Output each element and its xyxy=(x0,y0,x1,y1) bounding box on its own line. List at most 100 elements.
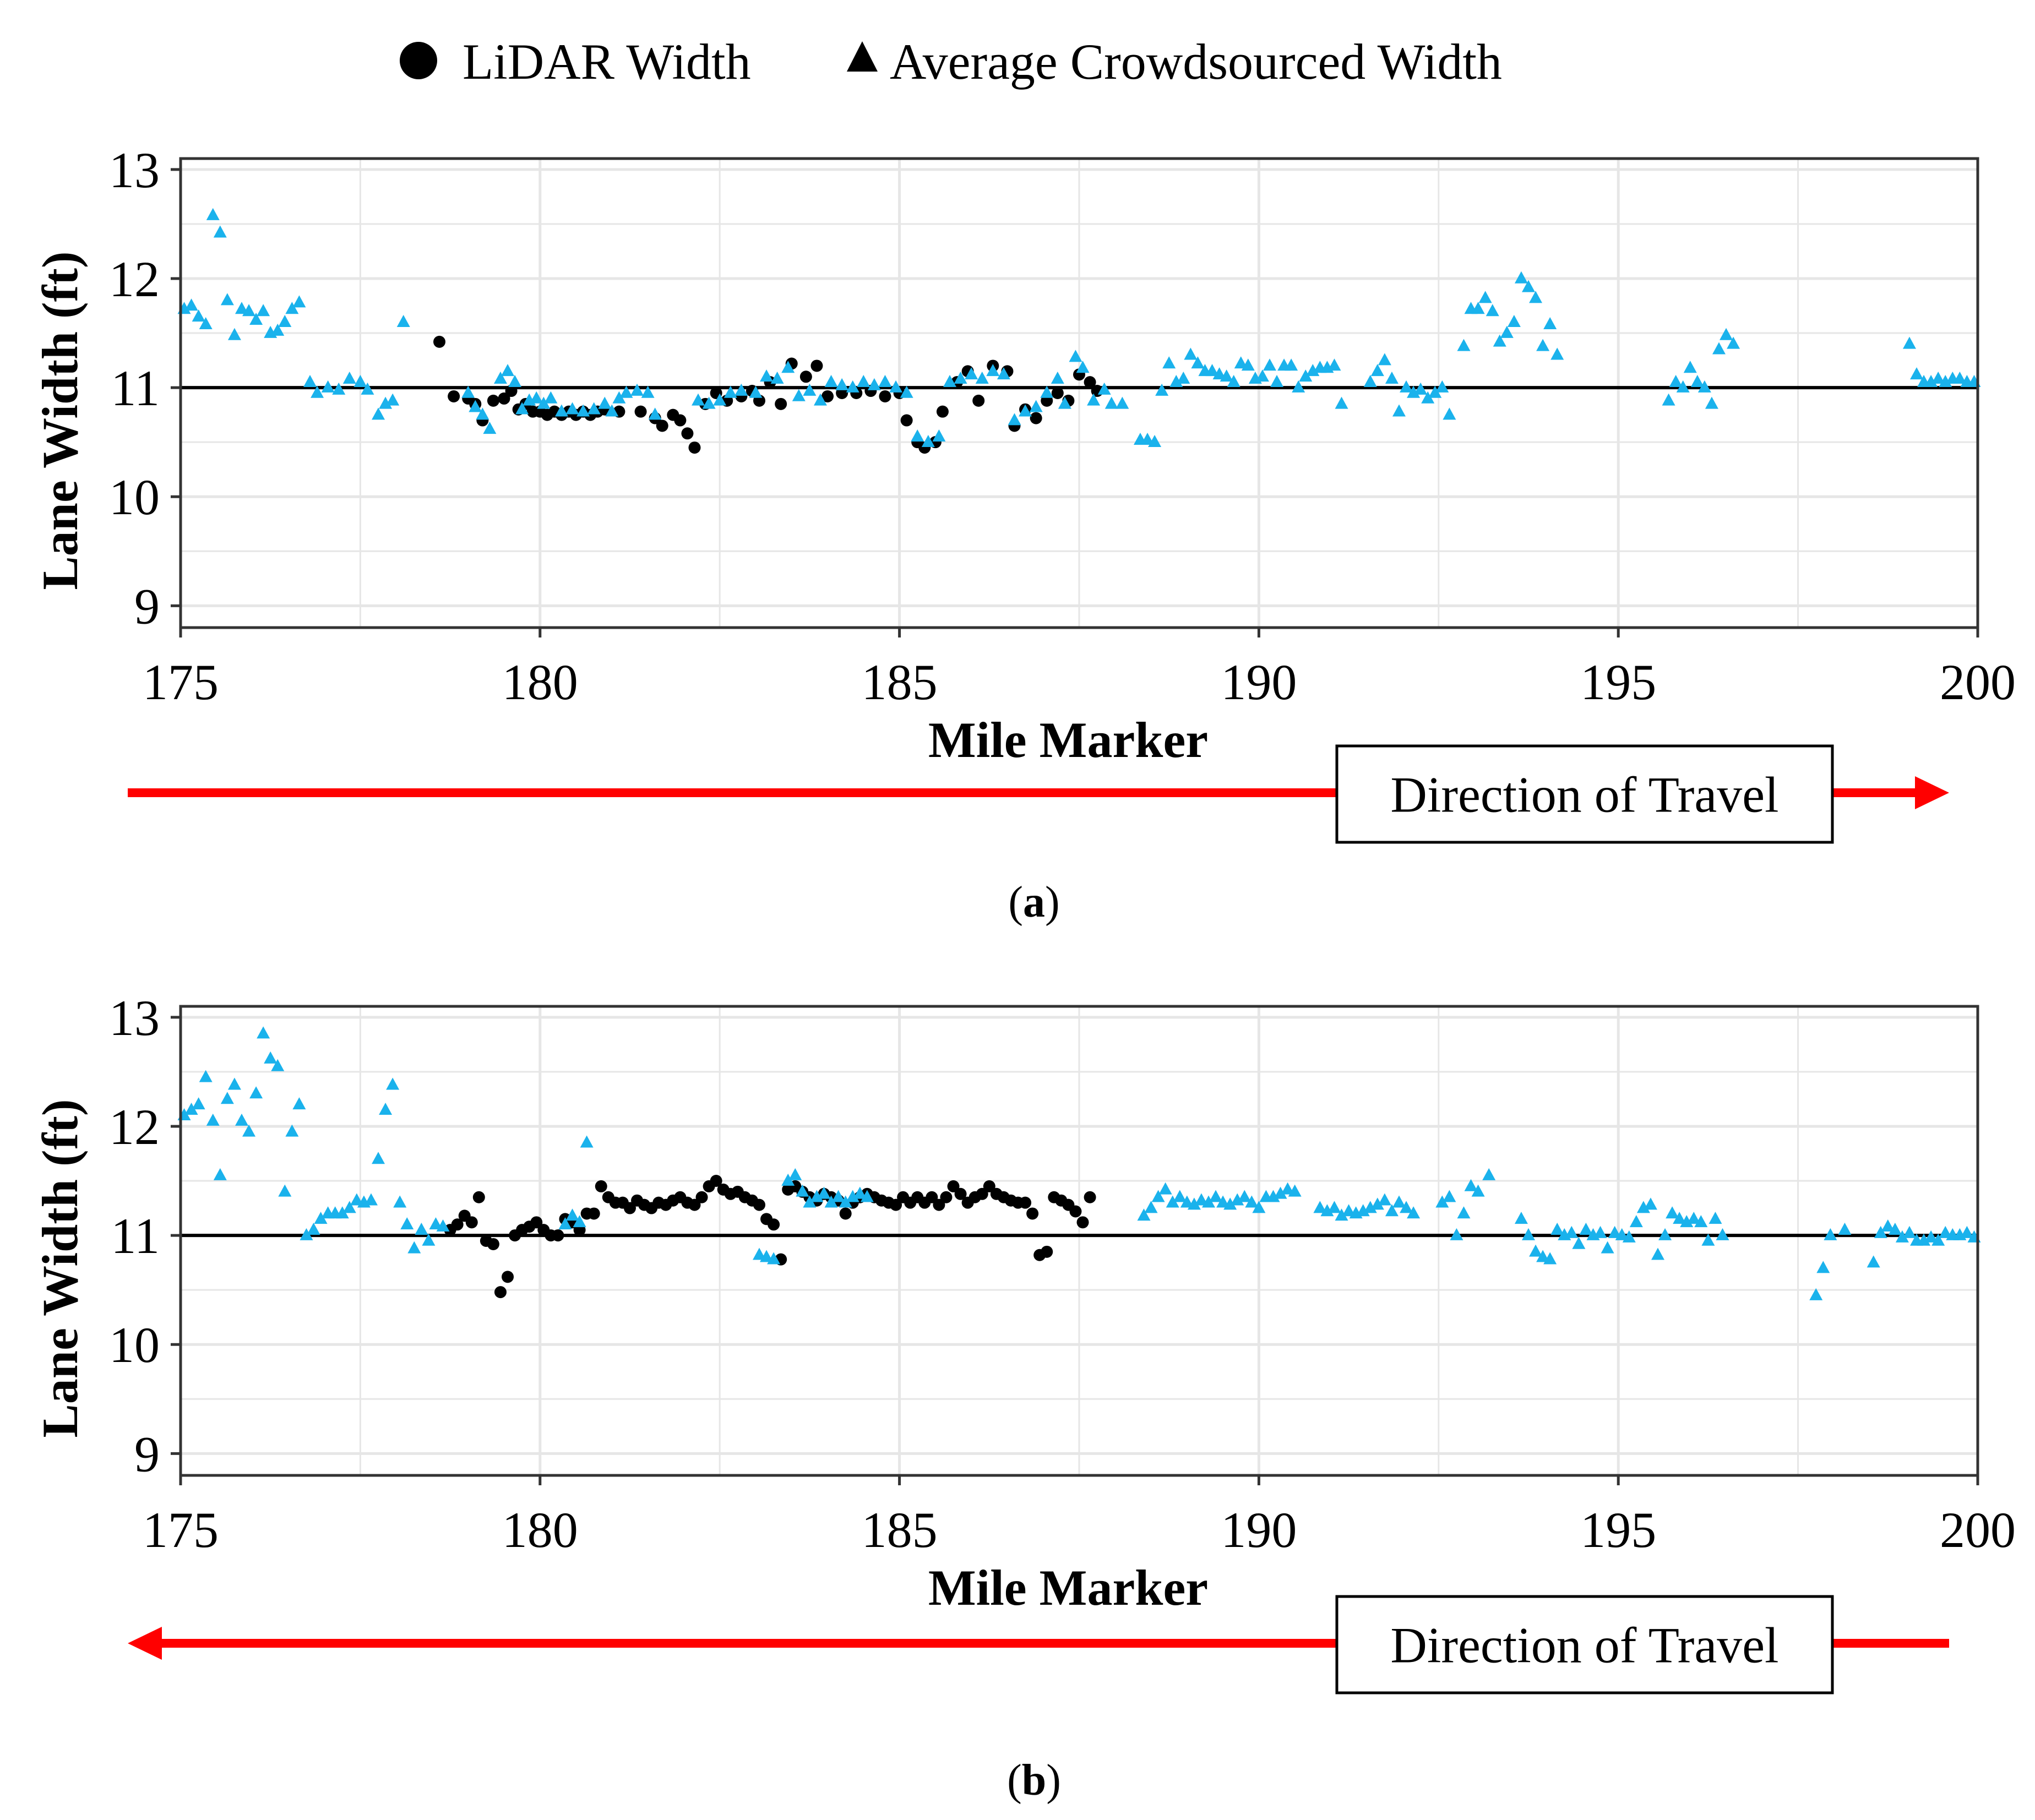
panel-b-crowd-point xyxy=(1450,1228,1463,1240)
panel-b-crowd-point xyxy=(1202,1195,1216,1208)
panel-a-crowd-point xyxy=(954,372,967,384)
panel-a-crowd-point xyxy=(1116,396,1129,409)
panel-b-crowd-point xyxy=(1888,1222,1902,1235)
panel-a-crowd-points xyxy=(177,208,1981,447)
panel-b-crowd-point xyxy=(1687,1212,1701,1224)
panel-a-crowd-point xyxy=(184,298,198,311)
panel-a-crowd-point xyxy=(285,302,299,314)
panel-a-crowd-point xyxy=(220,293,234,306)
panel-a-crowd-point xyxy=(587,402,601,415)
panel-a-crowd-point xyxy=(911,429,924,442)
panel-a-lidar-point xyxy=(498,392,510,405)
panel-b-crowd-point xyxy=(199,1070,213,1082)
panel-b-crowd-point xyxy=(1320,1204,1334,1217)
panel-a-x-tick-label: 200 xyxy=(1940,654,2016,710)
panel-b-crowd-point xyxy=(1651,1247,1665,1260)
panel-b-lidar-point xyxy=(472,1191,485,1203)
panel-a-crowd-point xyxy=(321,380,335,393)
panel-b-x-tick-label: 195 xyxy=(1580,1502,1656,1558)
panel-a-crowd-point xyxy=(734,383,748,396)
panel-b-crowd-point xyxy=(1482,1168,1496,1180)
panel-b-crowd-point xyxy=(1274,1186,1287,1199)
panel-b-crowd-point xyxy=(1158,1182,1172,1195)
panel-a-crowd-point xyxy=(1939,374,1952,387)
panel-b-crowd-point xyxy=(767,1252,781,1265)
panel-a-lidar-point xyxy=(799,370,812,383)
panel-b-lidar-point xyxy=(768,1218,780,1231)
panel-b-plot-border xyxy=(179,1005,1979,1477)
panel-b-crowd-point xyxy=(1529,1244,1543,1257)
panel-a-y-tick-label: 9 xyxy=(134,578,160,634)
panel-a-crowd-point xyxy=(379,396,393,409)
panel-a-crowd-point xyxy=(1097,382,1111,395)
panel-b-crowd-point xyxy=(853,1186,867,1199)
panel-b-crowd-point xyxy=(1666,1206,1679,1219)
panel-a-y-tick-label: 10 xyxy=(109,469,160,525)
panel-b-crowd-point xyxy=(1644,1197,1657,1210)
panel-b-crowd-point xyxy=(350,1193,363,1206)
panel-a-crowd-point xyxy=(1529,291,1543,303)
panel-b-lidar-point xyxy=(1041,1245,1053,1258)
panel-a-crowd-point xyxy=(1690,374,1704,387)
panel-b-crowd-point xyxy=(1874,1225,1887,1238)
panel-b-crowd-point xyxy=(1931,1233,1945,1246)
panel-b-crowd-point xyxy=(1608,1225,1622,1238)
panel-b-crowd-point xyxy=(415,1222,428,1235)
panel-b-crowd-point xyxy=(271,1059,285,1071)
panel-b-crowd-point xyxy=(1708,1212,1722,1224)
panel-a-crowd-point xyxy=(1522,280,1535,292)
panel-b-crowd-point xyxy=(1838,1222,1852,1235)
panel-b-crowd-points xyxy=(177,1026,1981,1300)
panel-b-crowd-point xyxy=(1522,1228,1535,1240)
panel-a-crowd-point xyxy=(1669,374,1683,387)
panel-a-crowd-point xyxy=(648,407,662,420)
panel-a-crowd-point xyxy=(1407,385,1421,398)
panel-a-x-axis-title: Mile Marker xyxy=(928,712,1208,768)
panel-b-crowd-point xyxy=(1881,1219,1895,1232)
panel-a-crowd-point xyxy=(1299,369,1313,382)
panel-b-crowd-point xyxy=(1173,1190,1187,1202)
panel-b-crowd-point xyxy=(839,1195,852,1208)
panel-b-crowd-point xyxy=(781,1173,795,1186)
panel-b-crowd-point xyxy=(1342,1204,1356,1217)
panel-a-crowd-point xyxy=(249,313,263,325)
panel-b-crowd-point xyxy=(817,1186,831,1199)
panel-b-crowd-point xyxy=(1223,1197,1237,1210)
panel-a-crowd-point xyxy=(1069,350,1082,362)
panel-a-crowd-point xyxy=(1428,385,1442,398)
panel-b-crowd-point xyxy=(379,1103,393,1115)
panel-a-crowd-point xyxy=(1931,372,1945,384)
panel-a-lidar-point xyxy=(656,419,668,432)
panel-b-lidar-point xyxy=(595,1180,607,1192)
panel-a-crowd-point xyxy=(1155,383,1169,396)
panel-b-lidar-point xyxy=(926,1191,938,1203)
panel-a-crowd-point xyxy=(303,374,317,387)
panel-a-direction-box xyxy=(1335,744,1834,844)
panel-b-lidar-point xyxy=(1076,1216,1089,1229)
panel-b-crowd-point xyxy=(372,1152,385,1164)
panel-a-crowd-point xyxy=(501,364,515,377)
panel-a-crowd-point xyxy=(1493,334,1506,347)
panel-b-crowd-point xyxy=(184,1103,198,1115)
panel-b-lidar-point xyxy=(710,1175,722,1187)
panel-a-crowd-point xyxy=(1543,317,1557,329)
panel-b-crowd-point xyxy=(1407,1206,1421,1219)
panel-b-crowd-point xyxy=(1464,1179,1478,1191)
panel-a-x-tick-label: 175 xyxy=(143,654,219,710)
panel-a-lidar-point xyxy=(433,335,446,348)
panel-b-lidar-point xyxy=(494,1286,507,1299)
panel-b-crowd-point xyxy=(1370,1197,1384,1210)
panel-b-crowd-point xyxy=(1939,1225,1952,1238)
panel-a-crowd-point xyxy=(1471,302,1485,314)
panel-a-lidar-point xyxy=(810,359,823,372)
panel-b-crowd-point xyxy=(220,1092,234,1104)
panel-b-lidar-point xyxy=(695,1191,708,1203)
panel-b-crowd-point xyxy=(1327,1201,1341,1213)
panel-b-crowd-point xyxy=(1356,1204,1370,1217)
panel-b-crowd-point xyxy=(278,1184,292,1197)
panel-a-grid xyxy=(179,159,1979,628)
panel-a-crowd-point xyxy=(792,389,806,401)
panel-b-x-axis-title: Mile Marker xyxy=(928,1560,1208,1616)
panel-a-crowd-point xyxy=(342,372,356,384)
panel-a-crowd-point xyxy=(760,369,774,382)
